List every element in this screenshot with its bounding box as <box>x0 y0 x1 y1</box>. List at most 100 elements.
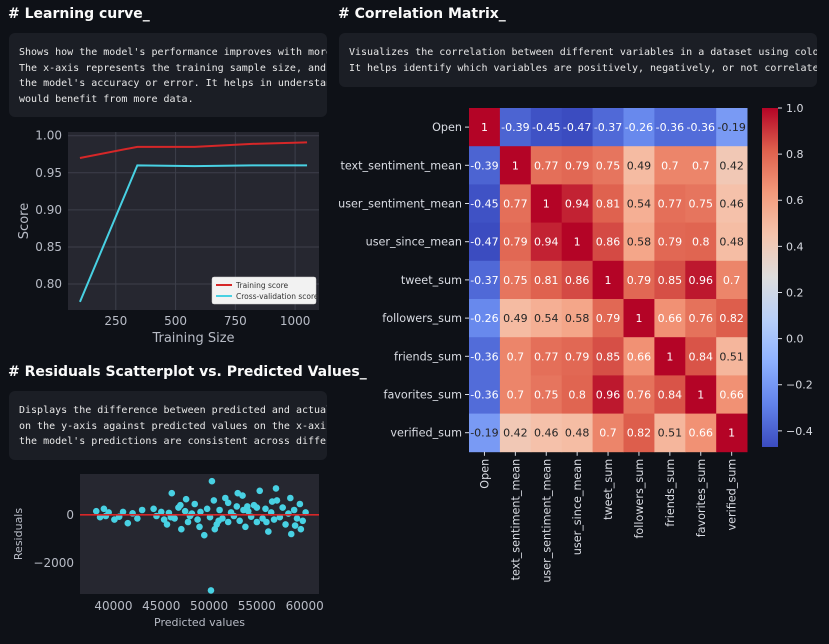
x-tick-label: followers_sum <box>633 459 646 539</box>
heatmap-cell-label: -0.37 <box>594 121 622 134</box>
residual-point <box>279 504 286 511</box>
heatmap-cell <box>561 260 593 300</box>
heatmap-cell-label: -0.26 <box>470 312 498 325</box>
heatmap-cell-label: 0.66 <box>627 350 652 363</box>
heatmap-cell-label: 0.77 <box>534 159 559 172</box>
y-tick-label: 0.80 <box>35 277 62 291</box>
heatmap-cell <box>716 222 748 262</box>
residual-point <box>287 530 295 538</box>
heatmap-cell-label: -0.36 <box>470 350 498 363</box>
heatmap-cell <box>499 146 532 185</box>
residual-point <box>203 505 211 513</box>
y-tick-label: 0.90 <box>35 203 62 217</box>
heatmap-cell <box>654 375 686 414</box>
heatmap-cell-label: 0.75 <box>596 159 621 172</box>
heatmap-cell-label: -0.36 <box>656 121 684 134</box>
heatmap-cell <box>654 299 686 338</box>
heatmap-cell <box>469 375 501 414</box>
colorbar-tick-label: −0.2 <box>786 379 813 392</box>
heatmap-cell <box>499 184 532 223</box>
heatmap-cell <box>623 299 655 338</box>
heatmap-cell-label: 0.79 <box>565 159 590 172</box>
x-tick-label: verified_sum <box>726 459 739 531</box>
heatmap-cell-label: 0.7 <box>692 159 710 172</box>
x-tick-label: 60000 <box>286 599 324 613</box>
heatmap-cell-label: 0.82 <box>719 312 744 325</box>
heatmap-cell <box>716 108 748 147</box>
y-tick-label: Open <box>432 121 462 134</box>
heatmap-cell <box>685 299 717 338</box>
heatmap-cell-label: 0.79 <box>596 312 621 325</box>
heatmap-cell <box>716 413 748 453</box>
y-tick-label: text_sentiment_mean <box>340 159 462 172</box>
heatmap-cell-label: -0.36 <box>687 121 715 134</box>
residual-point <box>230 512 238 520</box>
x-axis-label: Predicted values <box>154 616 245 629</box>
heatmap-cell-label: 0.84 <box>689 350 714 363</box>
residual-point <box>157 508 165 516</box>
heatmap-cell <box>592 222 624 262</box>
residual-point <box>285 510 292 517</box>
heatmap-cell-label: 0.48 <box>719 236 744 249</box>
residual-point <box>197 508 204 516</box>
colorbar-tick-label: 0.2 <box>786 286 804 299</box>
residual-point <box>186 512 194 520</box>
heatmap-cell-label: -0.39 <box>501 121 529 134</box>
heatmap-cell <box>623 146 655 185</box>
x-tick-label: friends_sum <box>664 459 677 527</box>
heatmap-cell-label: 0.8 <box>692 236 710 249</box>
heatmap-cell-label: -0.39 <box>470 159 498 172</box>
heatmap-cell <box>716 337 748 376</box>
colorbar-tick-label: 0.8 <box>786 148 804 161</box>
heatmap-cell-label: 0.54 <box>534 312 559 325</box>
residual-point <box>253 504 261 511</box>
y-tick-label: favorites_sum <box>384 389 462 402</box>
y-tick-label: user_sentiment_mean <box>338 198 462 211</box>
heatmap-cell <box>592 260 624 300</box>
heatmap-cell-label: 1 <box>666 350 673 363</box>
heatmap-cell-label: 0.58 <box>565 312 590 325</box>
residual-point <box>293 515 301 522</box>
x-tick-label: 750 <box>224 314 247 328</box>
heatmap-cell-label: 0.46 <box>719 198 744 211</box>
heatmap-cell <box>685 146 717 185</box>
residual-point <box>242 523 249 531</box>
heatmap-cell-label: 0.85 <box>596 350 621 363</box>
legend-label: Cross-validation score <box>236 292 319 301</box>
heatmap-cell <box>469 108 501 147</box>
heatmap-cell-label: 0.84 <box>658 389 683 402</box>
correlation-description: Visualizes the correlation between diffe… <box>339 33 817 87</box>
colorbar <box>762 108 778 447</box>
heatmap-cell-label: 0.86 <box>565 274 590 287</box>
heatmap-cell-label: 0.86 <box>596 236 621 249</box>
y-tick-label: friends_sum <box>394 350 462 363</box>
heatmap-cell <box>561 222 593 262</box>
heatmap-cell-label: 0.48 <box>565 427 590 440</box>
residual-point <box>282 521 289 528</box>
x-tick-label: 50000 <box>190 599 228 613</box>
residual-point <box>240 506 247 514</box>
heatmap-cell-label: 0.76 <box>627 389 652 402</box>
x-tick-label: user_since_mean <box>571 459 584 555</box>
x-axis-label: Training Size <box>151 331 234 346</box>
heatmap-cell <box>685 108 717 147</box>
heatmap-cell <box>623 375 655 414</box>
heatmap-cell-label: 0.77 <box>503 198 527 211</box>
heatmap-cell <box>561 337 593 376</box>
heatmap-cell-label: 0.94 <box>534 236 559 249</box>
heatmap-cell-label: 0.7 <box>661 159 679 172</box>
heatmap-cell-label: 0.58 <box>627 236 652 249</box>
heatmap-cell-label: 0.66 <box>658 312 683 325</box>
heatmap-cell-label: 1 <box>543 198 550 211</box>
heatmap-cell-label: 0.46 <box>534 427 559 440</box>
residual-point <box>177 501 184 509</box>
residual-point <box>168 489 176 497</box>
heatmap-cell-label: 0.76 <box>689 312 714 325</box>
residual-point <box>211 525 219 533</box>
residual-point <box>181 507 189 515</box>
residuals-title: # Residuals Scatterplot vs. Predicted Va… <box>8 364 367 380</box>
heatmap-cell-label: 1 <box>605 274 612 287</box>
residuals-chart: 40000 45000 50000 55000 60000 −2000 0 Predicted… <box>12 474 324 629</box>
heatmap-cell-label: -0.47 <box>563 121 591 134</box>
heatmap-cell <box>623 108 655 147</box>
